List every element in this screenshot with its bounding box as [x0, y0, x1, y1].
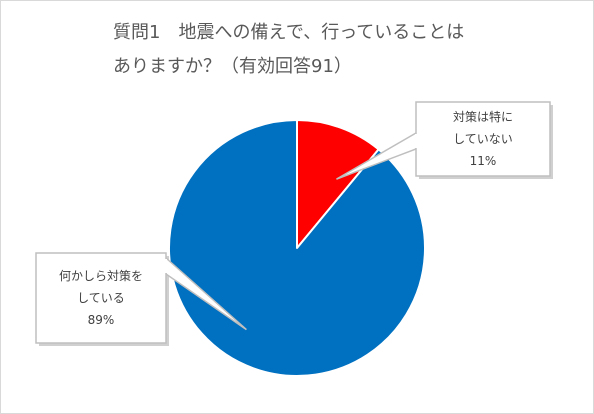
chart-title: 質問1 地震への備えで、行っていることは ありますか？（有効回答91） [113, 22, 465, 77]
data-label-category: している [77, 291, 125, 305]
data-label-category: していない [453, 132, 513, 146]
data-label-value: 89% [88, 313, 115, 327]
data-label-category: 何かしら対策を [59, 269, 143, 283]
pie-slice [296, 119, 380, 249]
data-label-category: 対策は特に [453, 109, 513, 124]
data-label-value: 11% [470, 154, 497, 168]
pie-slice [168, 119, 426, 377]
